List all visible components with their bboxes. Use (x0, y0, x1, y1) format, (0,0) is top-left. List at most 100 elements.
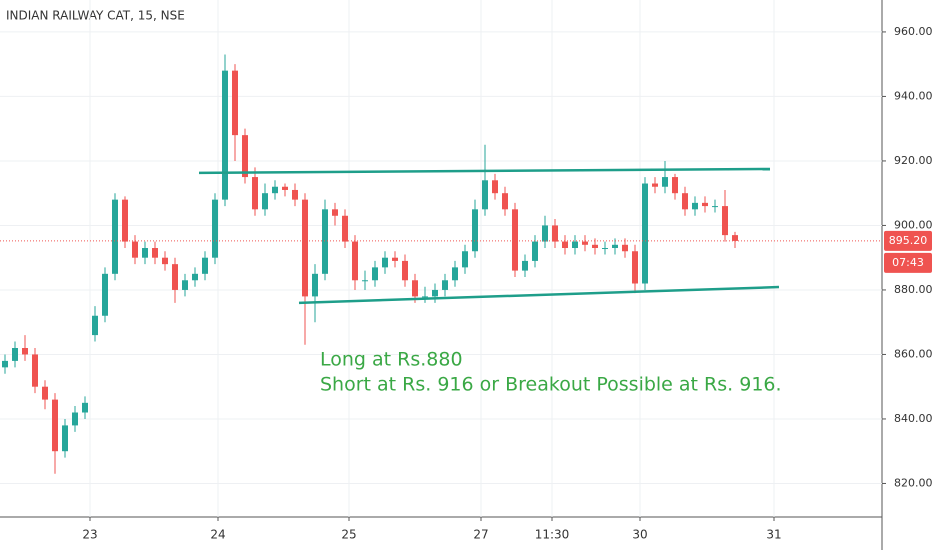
last-price-label: 895.20 (889, 234, 928, 247)
y-tick-label: 860.00 (894, 347, 932, 360)
candle-body (152, 248, 158, 258)
candle-body (502, 193, 508, 210)
candle-body (282, 186, 288, 190)
candle-body (592, 244, 598, 249)
candle-body (32, 354, 38, 387)
candle-body (472, 209, 478, 252)
candle-body (582, 241, 588, 245)
candle-body (172, 264, 178, 290)
candle-body (422, 296, 428, 298)
candles (2, 54, 738, 474)
trendline (198, 167, 771, 175)
x-tick-label: 25 (341, 528, 356, 542)
candle-body (272, 186, 278, 194)
x-tick-label: 11:30 (535, 528, 570, 542)
y-tick-label: 920.00 (894, 154, 932, 167)
candle-body (92, 315, 98, 336)
candle-body (712, 206, 718, 208)
candle-body (222, 70, 228, 200)
grid (0, 0, 882, 517)
candle-body (652, 183, 658, 187)
candle-body (132, 241, 138, 258)
candle-body (372, 267, 378, 281)
x-tick-label: 27 (473, 528, 488, 542)
candle-body (382, 257, 388, 268)
candle-body (312, 273, 318, 297)
candle-body (622, 244, 628, 252)
candle-body (332, 209, 338, 216)
candle-body (62, 425, 68, 452)
candle-body (522, 260, 528, 271)
candle-body (22, 347, 28, 355)
last-price-box (884, 230, 932, 251)
x-tick-label: 23 (82, 528, 97, 542)
annotation: Long at Rs.880 (320, 349, 463, 371)
annotation: Short at Rs. 916 or Breakout Possible at… (320, 374, 782, 396)
y-tick-label: 940.00 (894, 89, 932, 102)
y-tick-label: 840.00 (894, 412, 932, 425)
candle-body (262, 193, 268, 210)
candle-body (122, 199, 128, 242)
candle-body (552, 225, 558, 242)
candle-body (342, 215, 348, 242)
candle-body (682, 193, 688, 210)
candle-body (212, 199, 218, 258)
candle-body (252, 177, 258, 210)
candle-body (42, 386, 48, 400)
candle-body (242, 135, 248, 178)
candle-body (232, 70, 238, 136)
candle-body (632, 251, 638, 284)
candle-body (362, 280, 368, 282)
candle-body (612, 244, 618, 249)
trendline (298, 285, 780, 305)
candle-body (352, 241, 358, 281)
candle-body (302, 199, 308, 297)
candle-body (702, 202, 708, 207)
candle-body (202, 257, 208, 274)
candle-body (452, 267, 458, 281)
candle-body (182, 280, 188, 290)
x-tick-label: 24 (210, 528, 225, 542)
y-tick-label: 960.00 (894, 25, 932, 38)
candle-body (52, 399, 58, 452)
candle-body (642, 183, 648, 284)
candle-body (482, 180, 488, 210)
candle-body (72, 412, 78, 426)
candle-body (432, 289, 438, 297)
candle-body (2, 360, 8, 368)
candle-body (722, 206, 728, 236)
candle-body (732, 235, 738, 241)
y-tick-label: 880.00 (894, 283, 932, 296)
countdown-label: 07:43 (892, 256, 924, 269)
candle-body (322, 209, 328, 274)
candle-body (402, 260, 408, 281)
candle-body (142, 248, 148, 258)
candle-body (462, 251, 468, 268)
y-tick-label: 820.00 (894, 476, 932, 489)
chart-title: INDIAN RAILWAY CAT, 15, NSE (6, 9, 185, 23)
candle-body (562, 241, 568, 249)
candle-body (162, 257, 168, 265)
candle-body (532, 241, 538, 261)
candle-body (412, 280, 418, 297)
candle-body (12, 347, 18, 361)
countdown-box (884, 252, 932, 273)
candle-body (112, 199, 118, 274)
candle-body (82, 402, 88, 413)
candle-body (492, 180, 498, 194)
candle-body (292, 189, 298, 200)
candle-body (692, 202, 698, 210)
candle-body (102, 273, 108, 316)
candle-body (602, 248, 608, 250)
candle-body (442, 280, 448, 290)
candle-body (572, 241, 578, 249)
x-tick-label: 30 (632, 528, 647, 542)
y-tick-label: 900.00 (894, 218, 932, 231)
candle-body (392, 257, 398, 261)
candle-body (672, 177, 678, 194)
candle-body (662, 177, 668, 187)
x-tick-label: 31 (766, 528, 781, 542)
candle-body (542, 225, 548, 242)
